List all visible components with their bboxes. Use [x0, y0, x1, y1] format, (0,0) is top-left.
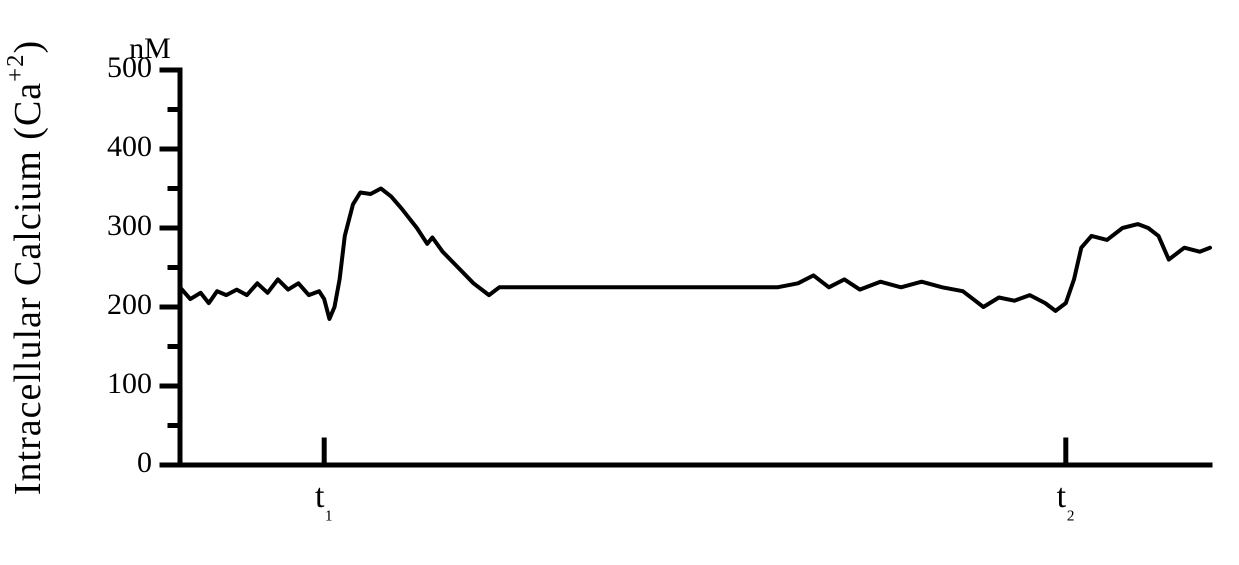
ytick-label: 300	[107, 209, 152, 242]
y-axis-label: Intracellular Calcium (Ca+2)	[2, 40, 49, 495]
ytick-label: 100	[107, 367, 152, 400]
y-unit-label: nM	[129, 32, 171, 65]
ytick-label: 0	[137, 446, 152, 479]
calcium-trace-chart: 0100200300400500t₁t₂nMIntracellular Calc…	[0, 0, 1239, 565]
ytick-label: 200	[107, 288, 152, 321]
ytick-label: 400	[107, 130, 152, 163]
